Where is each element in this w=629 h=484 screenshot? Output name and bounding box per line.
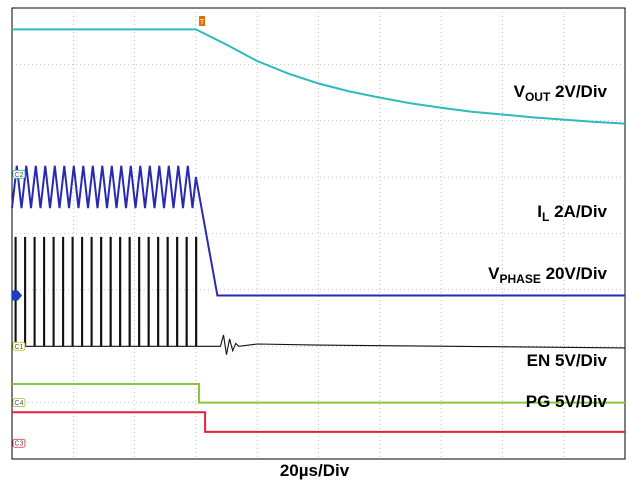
marker-en-label: C4 [15, 400, 24, 407]
marker-pg-label: C3 [15, 441, 24, 448]
marker-en [12, 398, 26, 408]
trace-pg [12, 411, 625, 433]
trace-en [12, 383, 625, 404]
trace-il [11, 165, 625, 297]
marker-il [12, 290, 22, 301]
label-pg: PG 5V/Div [526, 392, 608, 411]
marker-vphase [12, 341, 26, 351]
trigger-marker-label: T [200, 19, 205, 26]
traces [11, 28, 626, 433]
label-en: EN 5V/Div [527, 351, 608, 370]
label-vphase: VPHASE 20V/Div [488, 264, 607, 286]
marker-pg [12, 438, 26, 448]
marker-vout-label: C2 [15, 172, 24, 179]
marker-vphase-label: C1 [15, 344, 24, 351]
channel-markers: T C2 C1 C4 C3 [12, 16, 206, 448]
trace-labels: VOUT 2V/Div IL 2A/Div VPHASE 20V/Div EN 5V/… [488, 82, 607, 411]
trigger-marker [199, 16, 206, 26]
trace-vout [12, 28, 626, 125]
label-vout: VOUT 2V/Div [514, 82, 608, 104]
timebase-label: 20µs/Div [279, 461, 350, 480]
trace-vphase [12, 236, 626, 355]
marker-vout [12, 169, 26, 179]
label-il: IL 2A/Div [537, 202, 607, 224]
